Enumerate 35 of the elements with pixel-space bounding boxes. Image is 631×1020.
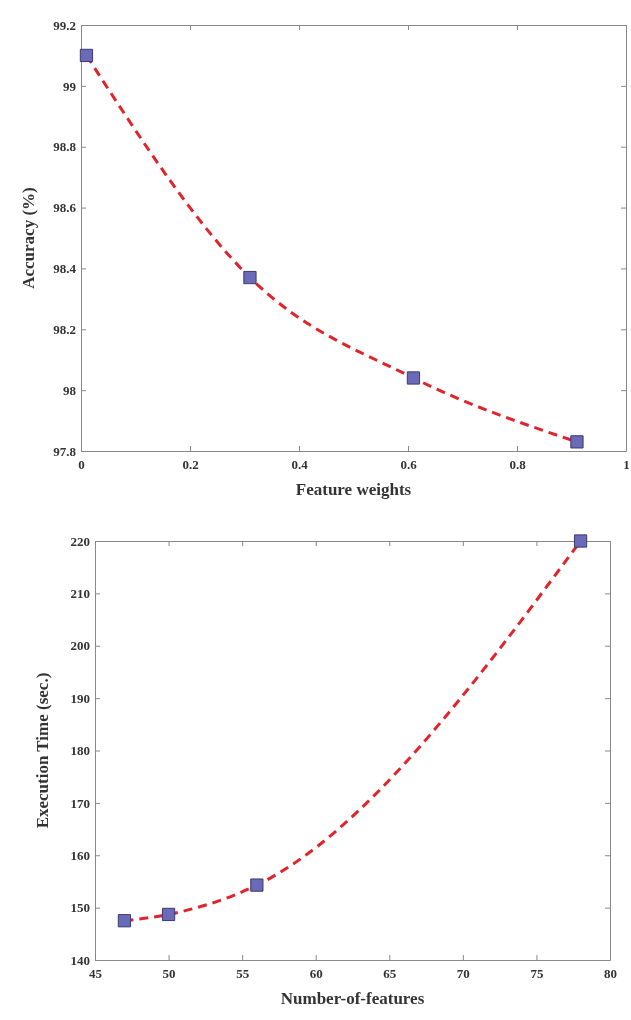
x-tick-label: 60 bbox=[309, 966, 323, 982]
y-tick-label: 150 bbox=[70, 900, 90, 916]
y-tick-label: 99.2 bbox=[53, 17, 76, 33]
y-tick-label: 220 bbox=[70, 533, 90, 549]
y-tick-label: 140 bbox=[70, 952, 90, 968]
x-tick-label: 0.4 bbox=[291, 457, 309, 473]
x-tick-label: 50 bbox=[162, 966, 176, 982]
y-tick-label: 98 bbox=[63, 382, 77, 398]
y-axis-title: Accuracy (%) bbox=[19, 187, 38, 289]
x-tick-label: 0 bbox=[78, 457, 85, 473]
y-tick-label: 180 bbox=[70, 743, 90, 759]
x-axis-title: Feature weights bbox=[295, 480, 412, 499]
y-tick-label: 190 bbox=[70, 690, 90, 706]
y-tick-label: 98.2 bbox=[53, 321, 76, 337]
x-tick-label: 1 bbox=[623, 457, 630, 473]
x-tick-label: 70 bbox=[456, 966, 470, 982]
y-tick-label: 97.8 bbox=[53, 443, 77, 459]
y-tick-label: 200 bbox=[70, 638, 90, 654]
x-tick-label: 75 bbox=[530, 966, 544, 982]
x-tick-label: 80 bbox=[604, 966, 617, 982]
x-tick-label: 0.6 bbox=[400, 457, 418, 473]
x-tick-label: 0.8 bbox=[509, 457, 527, 473]
y-axis-title: Execution Time (sec.) bbox=[33, 672, 52, 829]
y-tick-label: 98.4 bbox=[53, 261, 77, 277]
y-tick-label: 160 bbox=[70, 847, 90, 863]
y-tick-label: 98.8 bbox=[53, 139, 77, 155]
y-tick-label: 170 bbox=[70, 795, 90, 811]
y-tick-label: 98.6 bbox=[53, 200, 77, 216]
y-tick-label: 210 bbox=[70, 586, 90, 602]
y-tick-label: 99 bbox=[63, 78, 77, 94]
x-tick-label: 0.2 bbox=[182, 457, 199, 473]
x-axis-title: Number-of-features bbox=[280, 989, 425, 1008]
x-tick-label: 65 bbox=[383, 966, 397, 982]
x-tick-label: 55 bbox=[236, 966, 250, 982]
x-tick-label: 45 bbox=[89, 966, 103, 982]
